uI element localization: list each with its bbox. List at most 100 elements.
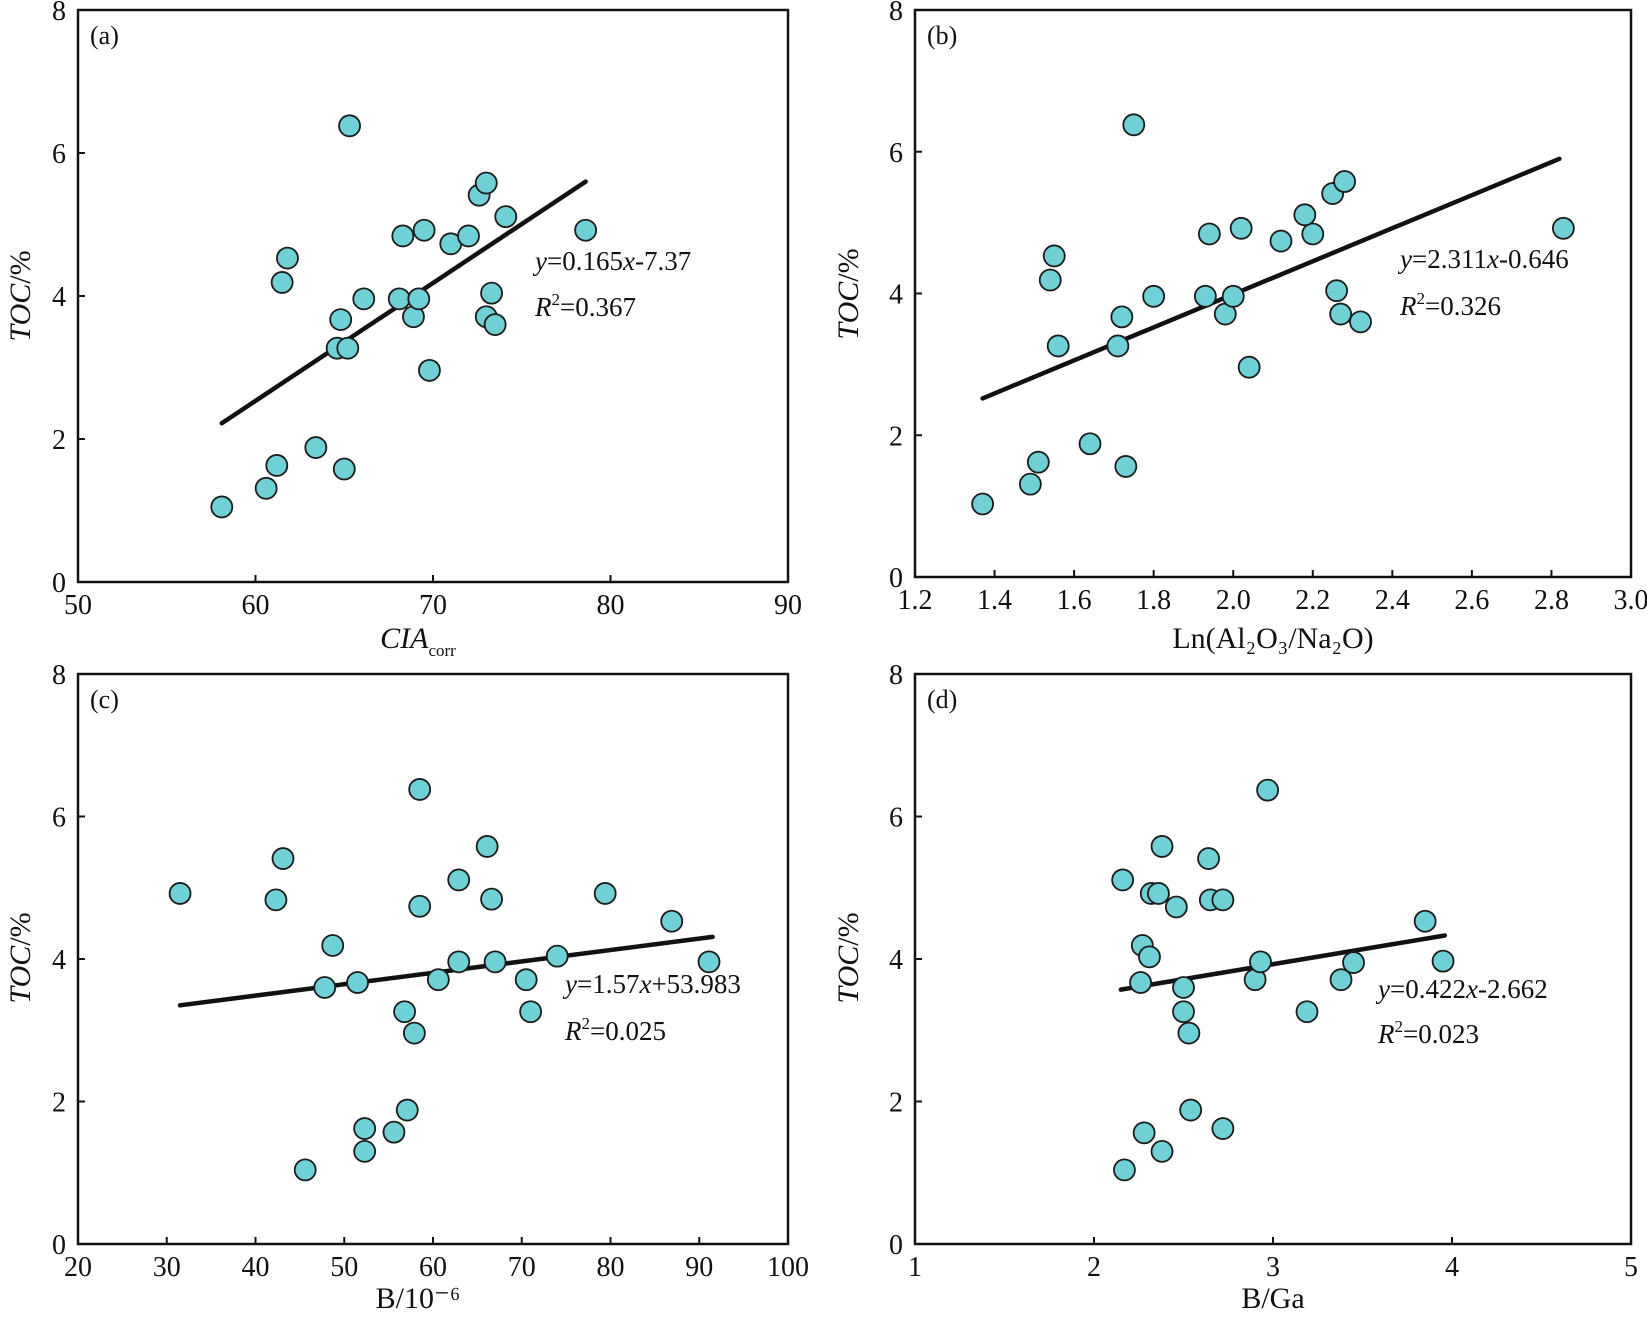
- data-point: [353, 1117, 377, 1140]
- data-point: [697, 950, 721, 974]
- data-point: [393, 1000, 417, 1024]
- y-tick-label: 8: [889, 0, 903, 27]
- x-tick-label: 60: [242, 590, 270, 621]
- panel-a: 50 60 70 80 90 0 2 4 6 8 (a) CIAcorr TOC/% y=0.165x-7…: [4, 0, 802, 660]
- data-point: [264, 888, 288, 912]
- data-point: [353, 1139, 377, 1163]
- x-tick-label: 3: [1266, 1252, 1280, 1283]
- plot-frame: [76, 8, 790, 584]
- data-point: [304, 436, 328, 459]
- data-point: [352, 287, 376, 311]
- data-point: [338, 114, 361, 138]
- data-point: [271, 847, 295, 870]
- data-point: [1229, 216, 1253, 240]
- panel-label: (a): [90, 21, 119, 50]
- data-point: [545, 944, 569, 968]
- x-tick-label: 50: [64, 590, 92, 621]
- data-point: [1078, 432, 1102, 456]
- plot-frame: [913, 672, 1633, 1246]
- y-tick-label: 8: [52, 0, 66, 27]
- data-point: [1333, 170, 1356, 193]
- trend-line: [980, 156, 1562, 401]
- x-tick-label: 5: [1624, 1252, 1638, 1283]
- y-tick-label: 4: [52, 282, 66, 313]
- y-tick-label: 4: [889, 945, 903, 976]
- plot-frame: [76, 672, 790, 1246]
- data-point: [270, 271, 294, 294]
- data-point: [1197, 847, 1220, 870]
- data-point: [1172, 976, 1195, 999]
- data-point: [1132, 1121, 1156, 1145]
- data-point: [1179, 1098, 1203, 1122]
- x-tick-label: 100: [767, 1252, 809, 1283]
- data-point: [1431, 949, 1455, 973]
- data-point: [593, 882, 617, 905]
- data-point: [1150, 835, 1174, 858]
- regression-equation: y=2.311x-0.646: [1397, 244, 1569, 274]
- data-point: [402, 1021, 426, 1045]
- data-point: [1293, 203, 1317, 227]
- data-point: [1211, 888, 1235, 912]
- data-point: [447, 868, 471, 892]
- data-point: [1038, 268, 1062, 292]
- data-point: [1269, 229, 1293, 253]
- data-point: [1249, 950, 1272, 974]
- data-point: [1147, 882, 1170, 905]
- data-point: [1164, 895, 1188, 919]
- data-point: [519, 1000, 543, 1024]
- y-tick-label: 0: [889, 563, 903, 594]
- y-tick-label: 2: [52, 1088, 66, 1119]
- data-point: [1122, 113, 1146, 137]
- x-tick-label: 4: [1445, 1252, 1459, 1283]
- regression-equation: y=0.422x-2.662: [1375, 974, 1548, 1004]
- data-point: [408, 894, 432, 918]
- regression-equation: y=1.57x+53.983: [562, 969, 741, 999]
- panel-b: 1.2 1.4 1.6 1.8 2.0 2.2 2.4 2.6 2.8 3.0 0 2 4 6 8 (b) Ln…: [832, 0, 1647, 655]
- x-tick-label: 2.6: [1454, 585, 1489, 616]
- x-tick-label: 1.2: [898, 585, 933, 616]
- x-tick-label: 40: [242, 1252, 270, 1283]
- y-axis-label: TOC/%: [4, 250, 37, 341]
- data-point: [293, 1158, 317, 1182]
- data-point: [321, 934, 345, 957]
- trend-line: [177, 934, 715, 1008]
- data-point: [1042, 244, 1066, 268]
- y-tick-label: 0: [52, 568, 66, 599]
- y-tick-label: 8: [52, 660, 66, 691]
- x-tick-label: 2.2: [1295, 585, 1330, 616]
- y-tick-label: 4: [889, 280, 903, 311]
- y-tick-label: 6: [52, 803, 66, 834]
- data-point: [1046, 334, 1070, 358]
- data-point: [1329, 302, 1353, 326]
- data-point: [483, 313, 507, 337]
- x-tick-label: 20: [64, 1252, 92, 1283]
- data-point: [1325, 279, 1349, 303]
- x-tick-label: 2.0: [1216, 585, 1251, 616]
- x-tick-label: 1.6: [1057, 585, 1092, 616]
- data-point: [447, 950, 471, 974]
- x-axis-label: CIAcorr: [380, 622, 456, 660]
- data-point: [971, 492, 995, 516]
- data-point: [1237, 355, 1261, 379]
- data-point: [387, 287, 411, 311]
- data-point: [660, 909, 684, 933]
- data-point: [1211, 1117, 1235, 1140]
- data-point: [168, 882, 192, 905]
- y-tick-label: 6: [52, 139, 66, 170]
- x-tick-label: 70: [419, 590, 447, 621]
- data-point: [1142, 284, 1166, 308]
- data-point: [1329, 968, 1353, 992]
- data-point: [210, 495, 234, 519]
- data-point: [336, 336, 360, 360]
- data-point: [1150, 1139, 1174, 1163]
- x-tick-label: 70: [508, 1252, 536, 1283]
- x-tick-label: 60: [419, 1252, 447, 1283]
- y-tick-label: 2: [889, 421, 903, 452]
- data-point: [514, 968, 538, 992]
- y-tick-label: 6: [889, 138, 903, 169]
- data-point: [408, 778, 432, 801]
- data-point: [1106, 334, 1130, 358]
- data-point: [1026, 450, 1050, 474]
- x-tick-label: 90: [685, 1252, 713, 1283]
